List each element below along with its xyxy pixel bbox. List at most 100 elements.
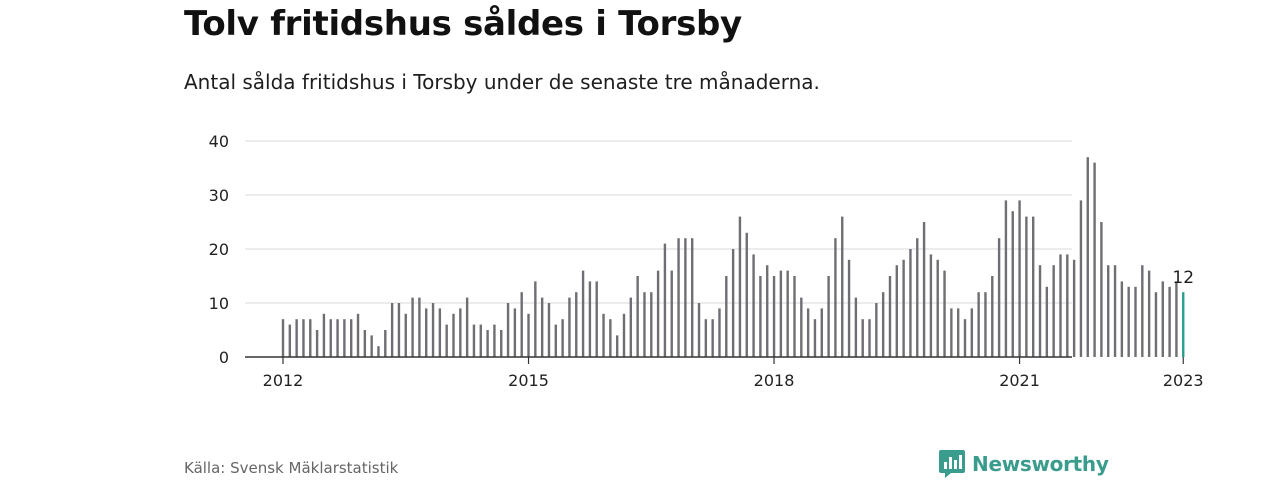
- bar: [370, 335, 373, 357]
- bar: [922, 222, 926, 357]
- bar: [772, 276, 776, 357]
- bar: [1134, 286, 1137, 357]
- bar: [813, 319, 817, 357]
- bar: [745, 232, 748, 357]
- bar: [820, 308, 823, 357]
- bar: [1045, 286, 1049, 357]
- bar: [1059, 254, 1062, 357]
- bar: [336, 319, 339, 357]
- bar: [295, 319, 298, 357]
- bar: [759, 276, 762, 357]
- y-tick-label: 20: [209, 240, 229, 259]
- bar: [663, 243, 667, 357]
- bar: [950, 308, 953, 357]
- bar: [329, 319, 332, 357]
- brand[interactable]: Newsworthy: [938, 449, 1109, 479]
- bar: [581, 270, 585, 357]
- bar: [561, 319, 564, 357]
- bar: [1032, 216, 1035, 357]
- newsworthy-logo-icon: [939, 450, 965, 478]
- bar: [315, 330, 319, 357]
- bar: [779, 270, 783, 357]
- bar: [786, 270, 789, 357]
- bar: [486, 330, 489, 357]
- bar: [1168, 286, 1171, 357]
- bar: [281, 319, 285, 357]
- bar: [1038, 265, 1042, 357]
- bar: [1154, 292, 1158, 357]
- bar: [438, 308, 442, 357]
- bar: [936, 259, 939, 357]
- bar: [963, 319, 967, 357]
- x-axis: [245, 356, 1184, 364]
- bar: [636, 276, 639, 357]
- bar: [847, 259, 851, 357]
- bar: [459, 308, 462, 357]
- bar: [1107, 265, 1110, 357]
- bar: [718, 308, 721, 357]
- bar: [377, 346, 380, 357]
- bar: [902, 259, 905, 357]
- bar: [841, 216, 844, 357]
- bar: [752, 254, 755, 357]
- bar: [943, 270, 946, 357]
- bar: [513, 308, 517, 357]
- bar: [472, 324, 476, 357]
- y-tick-label: 30: [209, 186, 229, 205]
- bar: [691, 238, 694, 357]
- bar: [725, 276, 728, 357]
- bar: [554, 324, 557, 357]
- y-axis-labels: 0 10 20 30 40: [209, 132, 229, 367]
- bar: [452, 313, 455, 357]
- bar: [363, 330, 367, 357]
- bar: [991, 276, 994, 357]
- bar: [534, 281, 537, 357]
- bar: [350, 319, 353, 357]
- bar: [547, 303, 551, 357]
- bar: [465, 297, 469, 357]
- bar: [1011, 211, 1014, 357]
- brand-name: Newsworthy: [972, 452, 1109, 476]
- bar: [1093, 162, 1096, 357]
- bar: [1066, 254, 1069, 357]
- bar: [520, 292, 523, 357]
- bar: [397, 303, 401, 357]
- bar: [479, 324, 482, 357]
- bar: [595, 281, 598, 357]
- bar: [827, 276, 830, 357]
- bar: [1025, 216, 1028, 357]
- bar: [806, 308, 810, 357]
- bar: [425, 308, 428, 357]
- bar: [766, 265, 769, 357]
- bar: [881, 292, 885, 357]
- bar: [540, 297, 544, 357]
- bar: [431, 303, 435, 357]
- bar: [956, 308, 960, 357]
- bar: [997, 238, 1001, 357]
- bar: [288, 324, 292, 357]
- bar: [800, 297, 803, 357]
- bar: [527, 313, 530, 357]
- bar: [875, 303, 878, 357]
- bar: [643, 292, 646, 357]
- x-tick-label: 2018: [754, 371, 795, 390]
- x-axis-labels: 2012 2015 2018 2021 2023: [263, 371, 1204, 390]
- bar: [1127, 286, 1130, 357]
- bar: [656, 270, 660, 357]
- bar: [506, 303, 510, 357]
- bar: [1113, 265, 1117, 357]
- bar: [868, 319, 871, 357]
- annotations: 12: [1172, 268, 1194, 288]
- bar-chart: 0 10 20 30 40 2012 2015 2018 2021 2023 12: [209, 132, 1204, 390]
- bar: [356, 313, 360, 357]
- bar: [343, 319, 346, 357]
- bar: [1004, 200, 1008, 357]
- bar: [697, 303, 701, 357]
- bar: [493, 324, 496, 357]
- y-tick-label: 10: [209, 294, 229, 313]
- y-tick-label: 40: [209, 132, 229, 151]
- bar: [615, 335, 619, 357]
- bar: [445, 324, 448, 357]
- bar: [1161, 281, 1164, 357]
- bar: [384, 330, 387, 357]
